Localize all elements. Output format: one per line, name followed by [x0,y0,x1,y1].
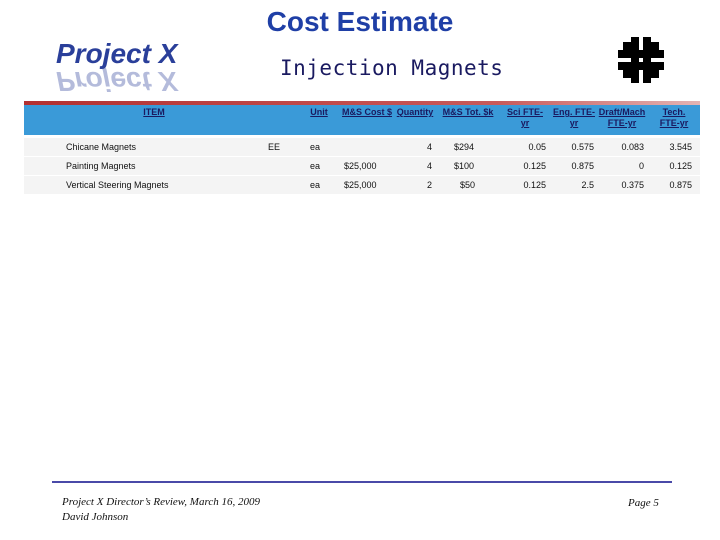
cell-tech: 0.875 [669,180,692,190]
project-x-logo: Project X Project X [56,38,186,97]
cell-quantity: 4 [426,142,432,152]
table-row: Painting Magnets ea $25,000 4 $100 0.125… [24,157,700,175]
cell-sci: 0.125 [523,180,546,190]
header-draft: Draft/Mach FTE-yr [598,107,646,128]
header-item: ITEM [143,107,165,117]
cell-eng: 0.575 [571,142,594,152]
header-quantity: Quantity [396,107,434,117]
cell-draft: 0.375 [621,180,644,190]
cell-item: Chicane Magnets [66,142,137,152]
footer-divider [52,481,672,483]
logo-reflection: Project X [56,66,178,97]
cell-draft: 0 [638,161,644,171]
header-ms-cost: M&S Cost $ [342,107,393,117]
cell-eng: 2.5 [581,180,594,190]
header-unit: Unit [310,107,328,117]
logo-text: Project X [56,38,178,69]
header-ms-tot: M&S Tot. $k [442,107,494,117]
table-row: Chicane Magnets EE ea 4 $294 0.05 0.575 … [24,138,700,156]
accent-bar [24,101,700,105]
header-eng: Eng. FTE-yr [553,107,595,128]
cell-dept: EE [268,142,281,152]
cell-ms-tot: $100 [454,161,475,171]
header-sci: Sci FTE-yr [506,107,543,128]
cell-tech: 0.125 [669,161,692,171]
cell-unit: ea [310,142,321,152]
cell-draft: 0.083 [621,142,644,152]
page-title: Cost Estimate [266,6,454,37]
cell-eng: 0.875 [571,161,594,171]
cell-unit: ea [310,161,321,171]
cell-ms-cost: $25,000 [344,161,377,171]
footer-info: Project X Director’s Review, March 16, 2… [62,495,260,525]
cell-ms-tot: $294 [454,142,475,152]
page-number: Page 5 [628,497,659,509]
cell-quantity: 4 [426,161,432,171]
fermilab-logo-icon [618,37,664,83]
page-subtitle: Injection Magnets [280,56,504,80]
cell-quantity: 2 [426,180,432,190]
footer-review: Project X Director’s Review, March 16, 2… [62,496,260,508]
cell-sci: 0.125 [523,161,546,171]
cell-unit: ea [310,180,321,190]
cell-ms-tot: $50 [460,180,476,190]
cell-tech: 3.545 [669,142,692,152]
cell-item: Vertical Steering Magnets [66,180,169,190]
cell-ms-cost: $25,000 [344,180,377,190]
cell-sci: 0.05 [528,142,546,152]
table-header: ITEM Unit M&S Cost $ Quantity M&S Tot. $… [24,105,700,135]
cell-item: Painting Magnets [66,161,136,171]
header-tech: Tech. FTE-yr [659,107,689,128]
table-row: Vertical Steering Magnets ea $25,000 2 $… [24,176,700,194]
footer-author: David Johnson [62,511,129,523]
